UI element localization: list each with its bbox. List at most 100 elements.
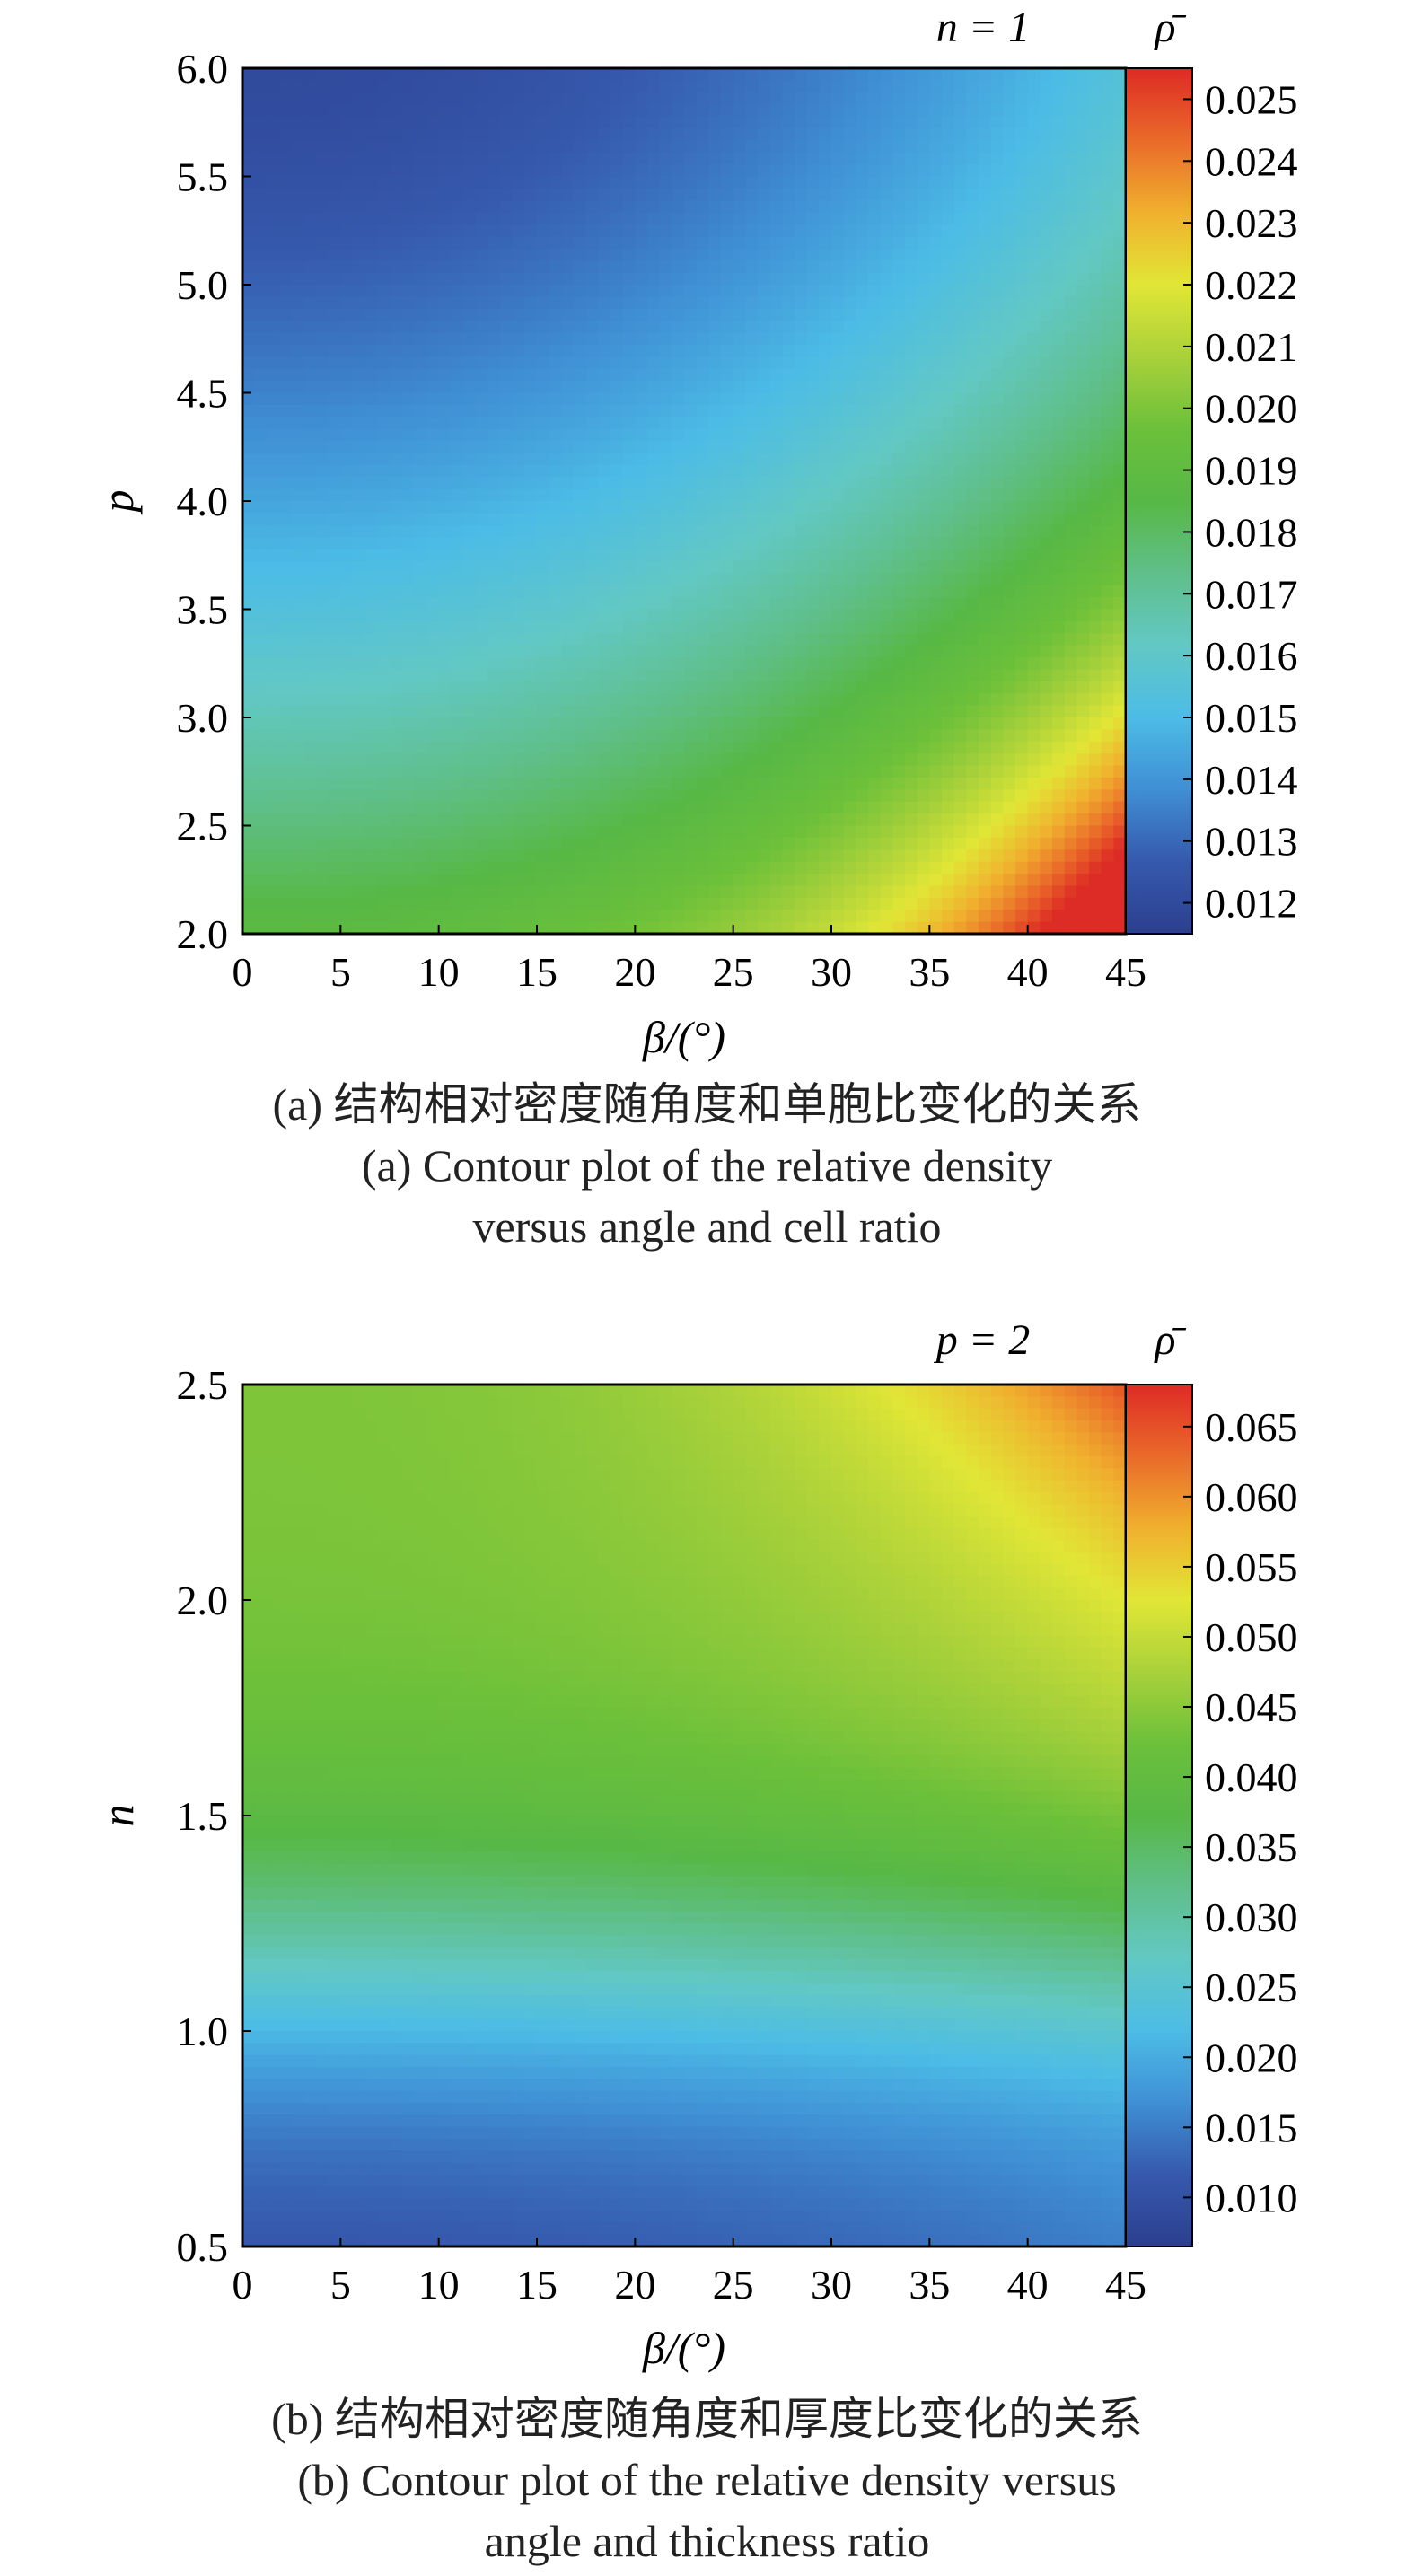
heatmap-cell — [1015, 417, 1029, 430]
heatmap-cell — [291, 513, 304, 526]
heatmap-cell — [316, 260, 329, 274]
heatmap-cell — [1064, 92, 1077, 105]
heatmap-cell — [929, 248, 943, 261]
heatmap-cell — [647, 501, 661, 514]
heatmap-cell — [831, 381, 845, 394]
heatmap-cell — [806, 705, 820, 718]
heatmap-cell — [463, 176, 477, 189]
heatmap-cell — [1040, 248, 1053, 261]
heatmap-cell — [880, 224, 893, 238]
heatmap-cell — [831, 560, 845, 574]
heatmap-cell — [451, 620, 464, 634]
heatmap-cell — [905, 356, 918, 370]
heatmap-cell — [953, 597, 967, 611]
heatmap-cell — [647, 681, 661, 694]
heatmap-cell — [328, 501, 341, 514]
heatmap-cell — [769, 717, 783, 730]
heatmap-cell — [598, 549, 611, 562]
heatmap-cell — [942, 104, 955, 118]
heatmap-cell — [524, 464, 538, 478]
heatmap-cell — [659, 152, 672, 165]
heatmap-cell — [622, 669, 636, 682]
heatmap-cell — [291, 897, 304, 910]
heatmap-cell — [364, 332, 378, 346]
heatmap-cell — [868, 368, 882, 382]
heatmap-cell — [708, 356, 722, 370]
heatmap-cell — [672, 212, 685, 225]
heatmap-cell — [929, 236, 943, 250]
heatmap-cell — [537, 501, 550, 514]
heatmap-cell — [316, 152, 329, 165]
heatmap-cell — [353, 356, 366, 370]
heatmap-cell — [585, 392, 599, 406]
heatmap-cell — [585, 428, 599, 442]
heatmap-cell — [401, 825, 415, 839]
heatmap-cell — [1089, 765, 1102, 778]
heatmap-cell — [364, 897, 378, 910]
heatmap-cell — [843, 248, 856, 261]
heatmap-cell — [953, 560, 967, 574]
heatmap-cell — [942, 537, 955, 550]
heatmap-cell — [549, 248, 562, 261]
heatmap-cell — [512, 356, 525, 370]
heatmap-cell — [279, 248, 293, 261]
heatmap-cell — [475, 453, 488, 466]
heatmap-cell — [242, 885, 256, 899]
heatmap-cell — [1052, 332, 1066, 346]
heatmap-cell — [880, 68, 893, 81]
heatmap-cell — [1064, 224, 1077, 238]
heatmap-cell — [267, 68, 280, 81]
heatmap-cell — [340, 104, 354, 118]
heatmap-cell — [672, 729, 685, 743]
heatmap-cell — [769, 513, 783, 526]
heatmap-cell — [610, 825, 624, 839]
heatmap-cell — [1089, 248, 1102, 261]
heatmap-cell — [303, 188, 317, 201]
heatmap-cell — [585, 260, 599, 274]
heatmap-cell — [622, 464, 636, 478]
heatmap-cell — [537, 705, 550, 718]
heatmap-cell — [647, 693, 661, 707]
heatmap-cell — [708, 272, 722, 286]
heatmap-cell — [769, 777, 783, 790]
heatmap-cell — [942, 885, 955, 899]
heatmap-cell — [401, 874, 415, 887]
heatmap-cell — [758, 296, 771, 310]
heatmap-cell — [831, 633, 845, 646]
heatmap-cell — [401, 212, 415, 225]
heatmap-cell — [279, 849, 293, 863]
heatmap-cell — [795, 753, 808, 767]
heatmap-cell — [990, 392, 1004, 406]
heatmap-cell — [929, 127, 943, 141]
heatmap-cell — [659, 332, 672, 346]
heatmap-cell — [795, 152, 808, 165]
heatmap-cell — [1003, 212, 1016, 225]
heatmap-cell — [364, 176, 378, 189]
heatmap-cell — [1113, 801, 1127, 814]
heatmap-cell — [1089, 825, 1102, 839]
heatmap-cell — [1064, 513, 1077, 526]
heatmap-cell — [1089, 597, 1102, 611]
heatmap-cell — [242, 777, 256, 790]
heatmap-cell — [966, 140, 979, 154]
heatmap-cell — [929, 524, 943, 538]
heatmap-cell — [1015, 212, 1029, 225]
heatmap-cell — [561, 404, 575, 418]
heatmap-cell — [574, 212, 587, 225]
heatmap-cell — [733, 80, 746, 93]
heatmap-cell — [524, 537, 538, 550]
heatmap-cell — [622, 200, 636, 214]
heatmap-cell — [537, 464, 550, 478]
heatmap-cell — [303, 885, 317, 899]
heatmap-cell — [426, 404, 440, 418]
heatmap-cell — [353, 657, 366, 671]
heatmap-cell — [856, 488, 869, 502]
heatmap-cell — [806, 549, 820, 562]
heatmap-cell — [279, 609, 293, 622]
heatmap-cell — [267, 597, 280, 611]
heatmap-cell — [1089, 80, 1102, 93]
heatmap-cell — [254, 164, 268, 178]
heatmap-cell — [1052, 344, 1066, 357]
heatmap-cell — [795, 224, 808, 238]
heatmap-cell — [390, 633, 403, 646]
